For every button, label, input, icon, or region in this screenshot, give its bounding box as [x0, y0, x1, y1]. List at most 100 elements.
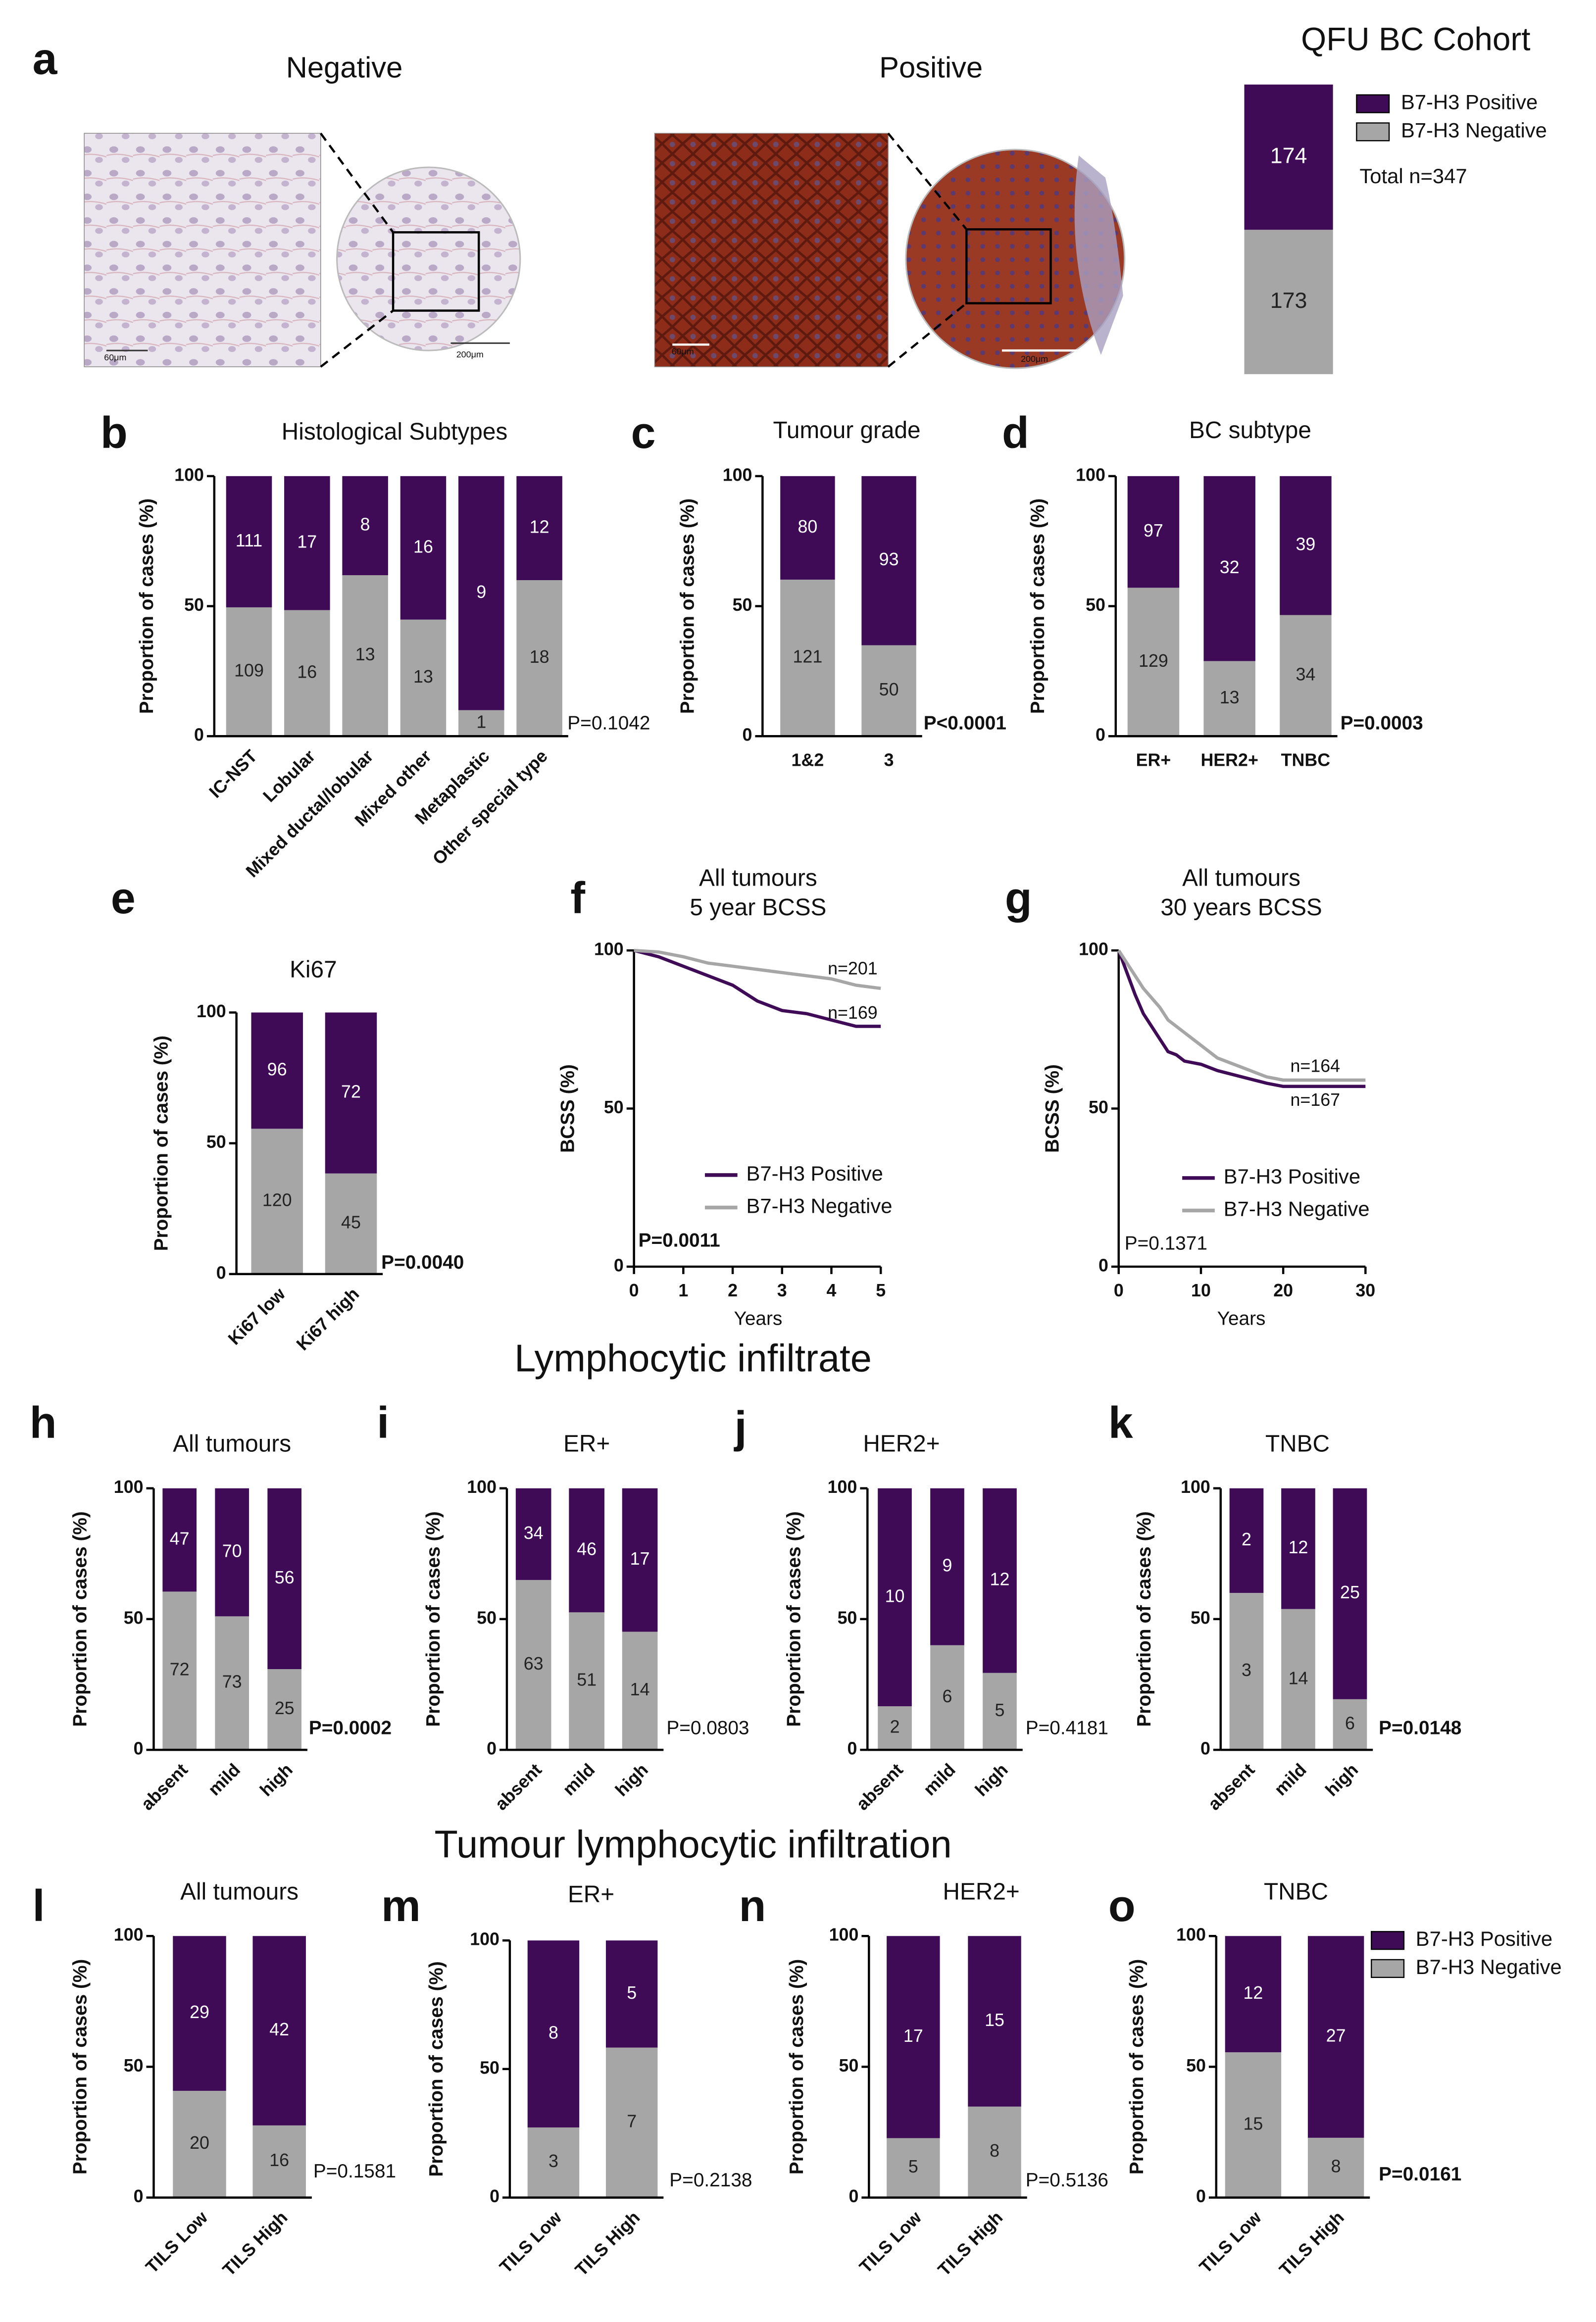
- annotation: Total n=347: [1359, 164, 1467, 188]
- x-tick-label: TILS High: [934, 2207, 1006, 2279]
- legend-swatch: [1371, 1959, 1405, 1978]
- y-axis-label: BCSS (%): [557, 1064, 579, 1153]
- y-tick-label: 0: [216, 1263, 226, 1283]
- p-value: P=0.0003: [1341, 713, 1423, 734]
- x-tick-label: TNBC: [1281, 750, 1330, 770]
- x-tick-label: 0: [1114, 1281, 1124, 1300]
- y-tick-label: 50: [480, 2058, 499, 2077]
- y-axis-label: Proportion of cases (%): [1134, 1511, 1155, 1727]
- y-tick-label: 50: [838, 1608, 857, 1628]
- scale-label: 60μm: [672, 346, 694, 356]
- legend-label: B7-H3 Negative: [1416, 1955, 1562, 1978]
- bar-segment: [887, 2138, 940, 2198]
- p-value: P=0.0011: [639, 1230, 720, 1251]
- value-label: 12: [1244, 1983, 1263, 2003]
- value-label: 16: [413, 537, 433, 556]
- bar-segment: [400, 476, 447, 620]
- x-tick-label: absent: [491, 1760, 546, 1814]
- x-axis-label: Years: [1217, 1308, 1266, 1330]
- panel-letter: o: [1108, 1881, 1136, 1930]
- value-label: 73: [222, 1672, 242, 1692]
- y-tick-label: 50: [733, 595, 752, 615]
- value-label: 5: [627, 1983, 637, 2003]
- value-label: 27: [1326, 2026, 1346, 2046]
- y-tick-label: 100: [467, 1477, 497, 1497]
- bar-segment: [1225, 1936, 1282, 2053]
- panel-letter: n: [739, 1881, 766, 1930]
- value-label: 50: [879, 680, 899, 699]
- value-label: 129: [1139, 651, 1168, 671]
- bar-segment: [605, 2047, 658, 2198]
- x-tick-label: mild: [204, 1760, 244, 1799]
- bar-segment: [861, 645, 916, 737]
- x-tick-label: TILS Low: [496, 2207, 565, 2277]
- value-label: 3: [1242, 1660, 1251, 1680]
- bar-segment: [968, 2106, 1021, 2198]
- x-tick-label: 20: [1273, 1281, 1293, 1300]
- p-value: P=0.2138: [669, 2170, 752, 2191]
- bar-segment: [173, 1936, 226, 2091]
- y-axis-label: BCSS (%): [1042, 1064, 1063, 1153]
- value-label: 14: [630, 1680, 650, 1699]
- bar-segment: [516, 476, 562, 581]
- chart-title: Histological Subtypes: [282, 419, 508, 445]
- bar-segment: [878, 1706, 912, 1750]
- panel-letter: e: [111, 873, 136, 923]
- y-tick-label: 100: [197, 1001, 226, 1021]
- bar-segment: [930, 1645, 964, 1750]
- x-tick-label: mild: [919, 1760, 959, 1799]
- y-axis-label: Proportion of cases (%): [1126, 1959, 1147, 2174]
- x-tick-label: IC-NST: [205, 746, 261, 802]
- panel-letter: c: [631, 408, 656, 457]
- bar-segment: [284, 476, 330, 610]
- bar-segment: [1280, 615, 1332, 737]
- value-label: 16: [297, 662, 317, 682]
- bar-segment: [930, 1488, 964, 1645]
- bar-segment: [1229, 1488, 1264, 1593]
- bar-segment: [569, 1488, 604, 1613]
- value-label: 10: [885, 1586, 905, 1606]
- bar-segment: [1281, 1488, 1315, 1609]
- chart-title: TNBC: [1265, 1431, 1330, 1457]
- chart-title: All tumours: [173, 1431, 291, 1457]
- bar-segment: [1281, 1609, 1315, 1750]
- x-tick-label: high: [1322, 1760, 1362, 1800]
- bar-segment: [400, 619, 447, 737]
- y-axis-label: Proportion of cases (%): [136, 498, 157, 714]
- x-tick-label: 5: [876, 1281, 886, 1300]
- bar-segment: [1333, 1488, 1367, 1699]
- x-tick-label: Ki67 low: [224, 1284, 289, 1349]
- y-tick-label: 100: [1176, 1925, 1206, 1945]
- value-label: 14: [1289, 1668, 1308, 1688]
- value-label: 47: [170, 1529, 190, 1549]
- value-label: 96: [267, 1059, 287, 1079]
- value-label: 25: [1340, 1582, 1360, 1602]
- bar-segment: [1307, 2137, 1364, 2198]
- bar-segment: [267, 1488, 301, 1670]
- stroma-region: [1074, 155, 1123, 355]
- bar-segment: [515, 1580, 551, 1750]
- survival-curve: [1117, 949, 1366, 1082]
- p-value: P=0.0040: [381, 1252, 464, 1273]
- x-tick-label: 0: [629, 1281, 639, 1300]
- p-value: P=0.0803: [666, 1718, 749, 1739]
- p-value: P=0.1581: [313, 2161, 396, 2182]
- p-value: P<0.0001: [924, 713, 1006, 734]
- value-label: 51: [577, 1670, 597, 1690]
- bar-segment: [251, 1129, 303, 1274]
- value-label: 8: [360, 514, 370, 534]
- chart-title: Tumour grade: [773, 417, 920, 444]
- value-label: 12: [1289, 1537, 1308, 1557]
- y-tick-label: 0: [1098, 1255, 1108, 1275]
- legend-label: B7-H3 Negative: [747, 1194, 893, 1218]
- x-tick-label: 1: [678, 1281, 688, 1300]
- y-tick-label: 100: [829, 1925, 859, 1945]
- bar-segment: [1225, 2052, 1282, 2198]
- bar-segment: [1127, 476, 1180, 588]
- value-label: 13: [1220, 688, 1240, 707]
- value-label: 70: [222, 1541, 242, 1561]
- legend-swatch: [1371, 1931, 1405, 1950]
- y-tick-label: 100: [1181, 1477, 1210, 1497]
- value-label: 173: [1270, 288, 1307, 313]
- panel-letter: m: [381, 1881, 421, 1930]
